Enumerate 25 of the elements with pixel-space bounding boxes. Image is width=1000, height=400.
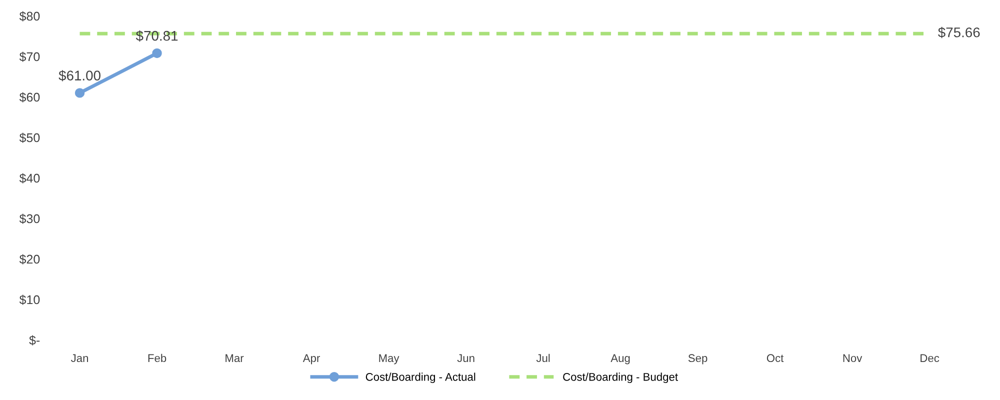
x-tick-label: Jul [536,354,550,362]
y-tick-label: $70 [19,52,40,62]
x-tick-label: Dec [920,354,940,362]
x-tick-label: Nov [843,354,862,362]
legend-label: Cost/Boarding - Budget [563,372,678,384]
x-tick-label: Sep [688,354,708,364]
x-tick-label: Jun [457,354,474,362]
x-tick-label: Mar [226,354,244,362]
x-tick-label: Oct [766,354,784,362]
y-tick-label: $60 [19,92,40,102]
y-tick-label: $10 [19,294,40,305]
y-tick-label: $80 [19,11,40,22]
legend-label: Cost/Boarding - Actual [366,372,476,384]
x-tick-label: Apr [302,354,320,364]
data-label: $75.66 [938,26,980,38]
y-tick-label: $50 [19,132,40,143]
x-tick-label: Feb [148,354,166,362]
y-tick-label: $30 [19,214,40,224]
x-tick-label: May [379,354,400,364]
x-tick-label: Aug [610,354,630,364]
data-label: $61.00 [58,70,100,82]
y-tick-label: $20 [19,254,40,264]
y-tick-label: $40 [19,173,40,184]
y-tick-label: $- [29,335,40,346]
x-tick-label: Jan [70,354,88,362]
